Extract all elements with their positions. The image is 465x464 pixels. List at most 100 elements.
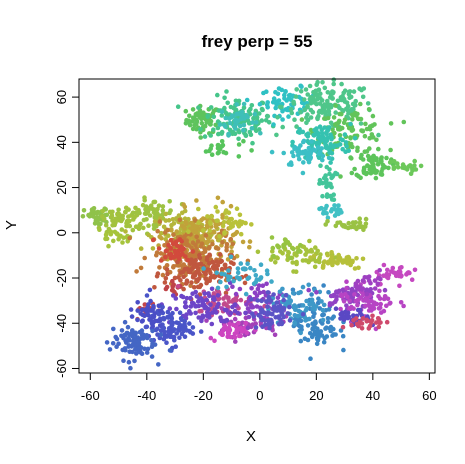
data-point bbox=[152, 285, 157, 290]
data-point bbox=[359, 326, 365, 331]
data-point bbox=[338, 95, 344, 101]
data-point bbox=[171, 334, 177, 340]
data-point bbox=[169, 222, 174, 228]
data-point bbox=[312, 307, 317, 312]
data-point bbox=[253, 321, 258, 326]
data-point bbox=[173, 252, 179, 258]
data-point bbox=[128, 365, 133, 371]
data-point bbox=[392, 270, 398, 276]
data-point bbox=[300, 303, 306, 308]
data-point bbox=[304, 298, 309, 304]
data-point bbox=[319, 333, 325, 338]
data-point bbox=[224, 248, 229, 253]
data-point bbox=[209, 152, 215, 157]
data-point bbox=[97, 227, 102, 232]
data-point bbox=[129, 344, 134, 349]
data-point bbox=[238, 231, 244, 237]
data-point bbox=[229, 113, 235, 118]
data-point bbox=[312, 148, 318, 153]
data-point bbox=[191, 285, 197, 290]
data-point bbox=[397, 265, 403, 271]
data-point bbox=[229, 216, 234, 222]
data-point bbox=[308, 95, 314, 100]
data-point bbox=[115, 211, 120, 217]
data-point bbox=[177, 217, 183, 223]
data-point bbox=[228, 203, 234, 209]
data-point bbox=[193, 258, 198, 263]
data-point bbox=[307, 83, 313, 89]
data-point bbox=[314, 101, 319, 107]
data-point bbox=[344, 279, 349, 285]
data-point bbox=[299, 324, 304, 330]
data-point bbox=[142, 302, 148, 307]
data-point bbox=[242, 327, 247, 333]
data-point bbox=[257, 111, 262, 116]
data-point bbox=[351, 313, 356, 318]
data-point bbox=[148, 298, 153, 304]
data-point bbox=[290, 290, 296, 296]
data-point bbox=[226, 274, 231, 279]
data-point bbox=[194, 117, 199, 123]
data-point bbox=[142, 255, 147, 261]
data-point bbox=[222, 307, 228, 313]
data-point bbox=[331, 81, 337, 87]
data-point bbox=[95, 209, 100, 215]
data-point bbox=[204, 318, 209, 323]
data-point bbox=[234, 102, 239, 107]
data-point bbox=[114, 344, 119, 350]
data-point bbox=[240, 266, 246, 272]
data-point bbox=[333, 103, 338, 108]
data-point bbox=[307, 301, 312, 307]
data-point bbox=[197, 115, 203, 120]
data-point bbox=[302, 336, 308, 342]
data-point bbox=[185, 257, 191, 263]
data-point bbox=[347, 298, 352, 304]
data-point bbox=[104, 340, 110, 345]
data-point bbox=[320, 153, 326, 159]
data-point bbox=[364, 317, 370, 323]
data-point bbox=[314, 290, 319, 295]
data-point bbox=[120, 240, 125, 245]
data-point bbox=[129, 331, 134, 336]
data-point bbox=[151, 319, 156, 325]
data-point bbox=[160, 208, 166, 213]
data-point bbox=[81, 208, 87, 213]
data-point bbox=[378, 320, 383, 325]
data-point bbox=[145, 209, 151, 214]
data-point bbox=[341, 120, 347, 125]
data-point bbox=[181, 286, 186, 292]
x-tick-label: -60 bbox=[81, 388, 100, 403]
data-point bbox=[182, 321, 187, 327]
data-point bbox=[86, 212, 91, 218]
data-point bbox=[234, 328, 239, 334]
data-point bbox=[353, 98, 359, 104]
data-point bbox=[202, 123, 208, 129]
data-point bbox=[298, 330, 304, 336]
data-point bbox=[365, 153, 371, 159]
data-point bbox=[125, 324, 131, 330]
data-point bbox=[132, 358, 137, 364]
data-point bbox=[363, 216, 369, 222]
data-point bbox=[122, 319, 128, 325]
data-point bbox=[190, 325, 196, 330]
data-point bbox=[258, 262, 264, 268]
data-point bbox=[138, 345, 143, 350]
data-point bbox=[211, 127, 216, 132]
data-point bbox=[207, 122, 213, 127]
data-point bbox=[166, 242, 171, 248]
data-point bbox=[192, 264, 198, 269]
data-point bbox=[165, 271, 170, 277]
data-point bbox=[365, 163, 370, 168]
data-point bbox=[245, 306, 251, 311]
data-point bbox=[342, 132, 348, 137]
data-point bbox=[358, 101, 363, 107]
data-point bbox=[314, 341, 320, 347]
data-point bbox=[144, 324, 150, 330]
data-point bbox=[112, 229, 118, 235]
data-point bbox=[305, 103, 310, 109]
data-point bbox=[208, 133, 213, 138]
data-point bbox=[251, 314, 256, 319]
data-point bbox=[324, 203, 329, 209]
data-point bbox=[298, 89, 304, 94]
data-point bbox=[211, 260, 216, 266]
